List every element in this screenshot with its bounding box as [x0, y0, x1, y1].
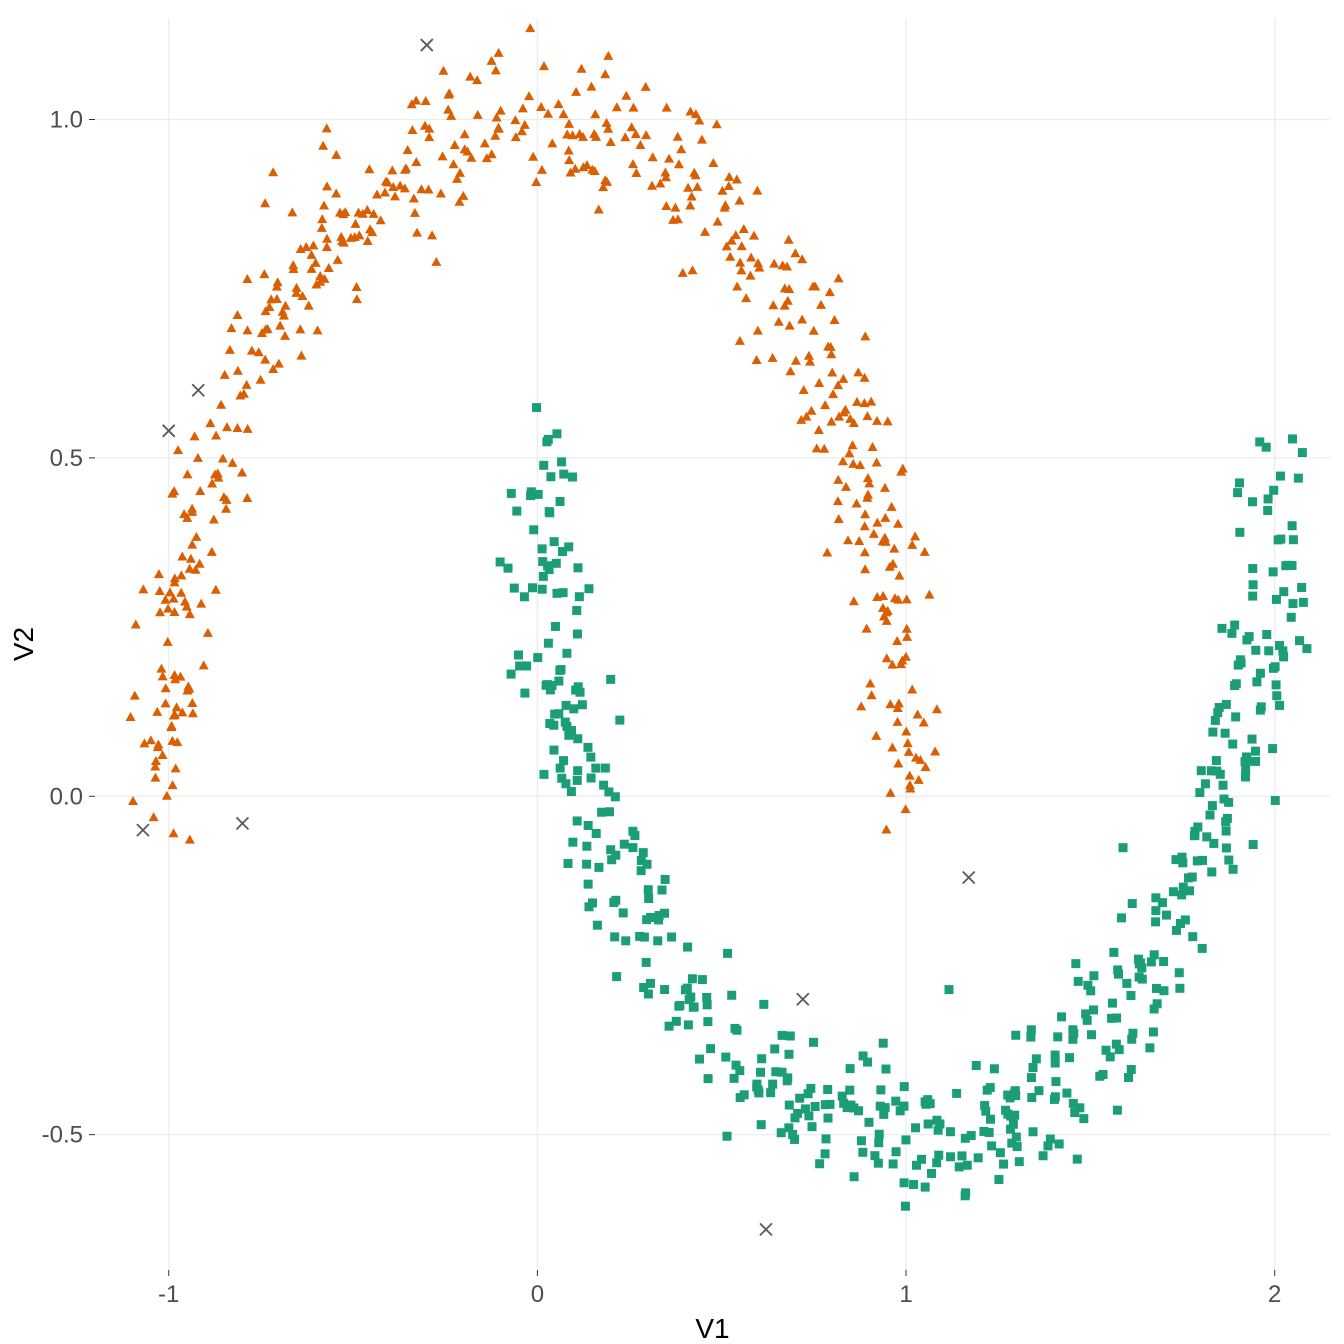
y-tick-label: 0.5: [50, 445, 83, 472]
scatter-plot: -1 0 1 2 -0.5 0.0 0.5 1.0 V1 V2: [0, 0, 1344, 1344]
y-tick-label: 1.0: [50, 107, 83, 134]
y-tick-label: -0.5: [42, 1122, 83, 1149]
x-tick-label: -1: [158, 1281, 179, 1308]
y-axis-title: V2: [8, 627, 39, 661]
x-tick-label: 2: [1268, 1281, 1281, 1308]
y-tick-label: 0.0: [50, 783, 83, 810]
x-tick-label: 0: [531, 1281, 544, 1308]
x-tick-label: 1: [899, 1281, 912, 1308]
x-axis-title: V1: [695, 1313, 729, 1344]
